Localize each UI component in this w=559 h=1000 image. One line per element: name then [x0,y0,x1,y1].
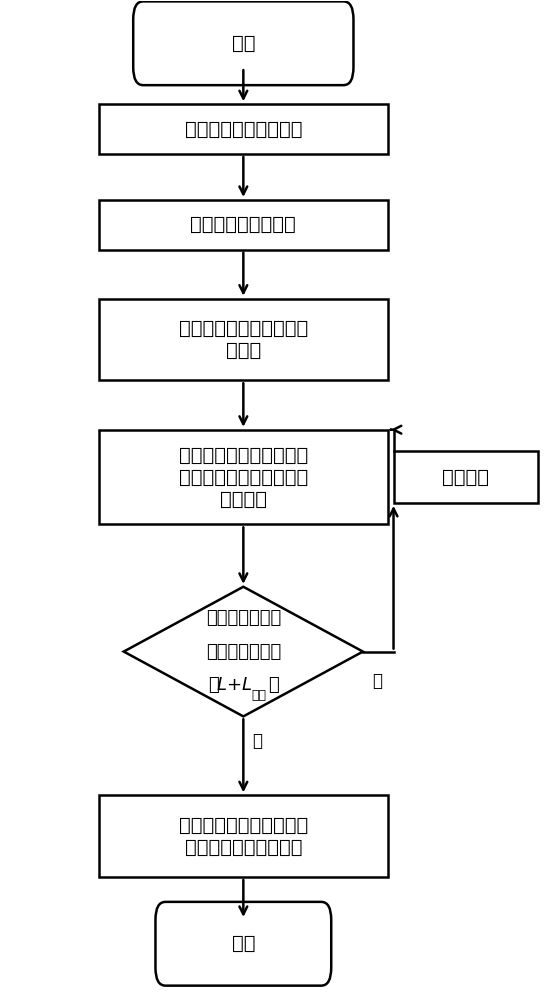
Text: 发出警报: 发出警报 [442,468,489,487]
Bar [99,795,388,877]
Text: 于: 于 [207,676,219,694]
FancyBboxPatch shape [155,902,331,986]
Text: 结束: 结束 [231,934,255,953]
Polygon shape [124,587,363,716]
Text: 将隔离开关至分闸位置: 将隔离开关至分闸位置 [184,120,302,139]
Bar [99,200,388,250]
Text: $L$+$L$: $L$+$L$ [216,676,253,694]
Bar [394,451,538,503]
Text: 自适应调整绝缘隔板的位
置，检修人员正常作业: 自适应调整绝缘隔板的位 置，检修人员正常作业 [179,816,308,857]
Text: 安装便携式可移动绝缘隔
离装置: 安装便携式可移动绝缘隔 离装置 [179,319,308,360]
Text: 对隔离开关单侧断电: 对隔离开关单侧断电 [191,215,296,234]
Text: 是: 是 [252,732,262,750]
Text: 人与带电侧开关: 人与带电侧开关 [206,609,281,627]
Bar [99,299,388,380]
Text: ？: ？ [268,676,279,694]
Text: 保护: 保护 [251,689,266,702]
Text: 开始: 开始 [231,34,255,53]
Bar [99,430,388,524]
Bar [99,104,388,154]
Text: 在绝缘隔离防护区域内，
对断电端的隔离开关进行
检修作业: 在绝缘隔离防护区域内， 对断电端的隔离开关进行 检修作业 [179,446,308,509]
Text: 触头相距大于等: 触头相距大于等 [206,643,281,661]
Text: 否: 否 [372,672,382,690]
FancyBboxPatch shape [133,1,353,85]
